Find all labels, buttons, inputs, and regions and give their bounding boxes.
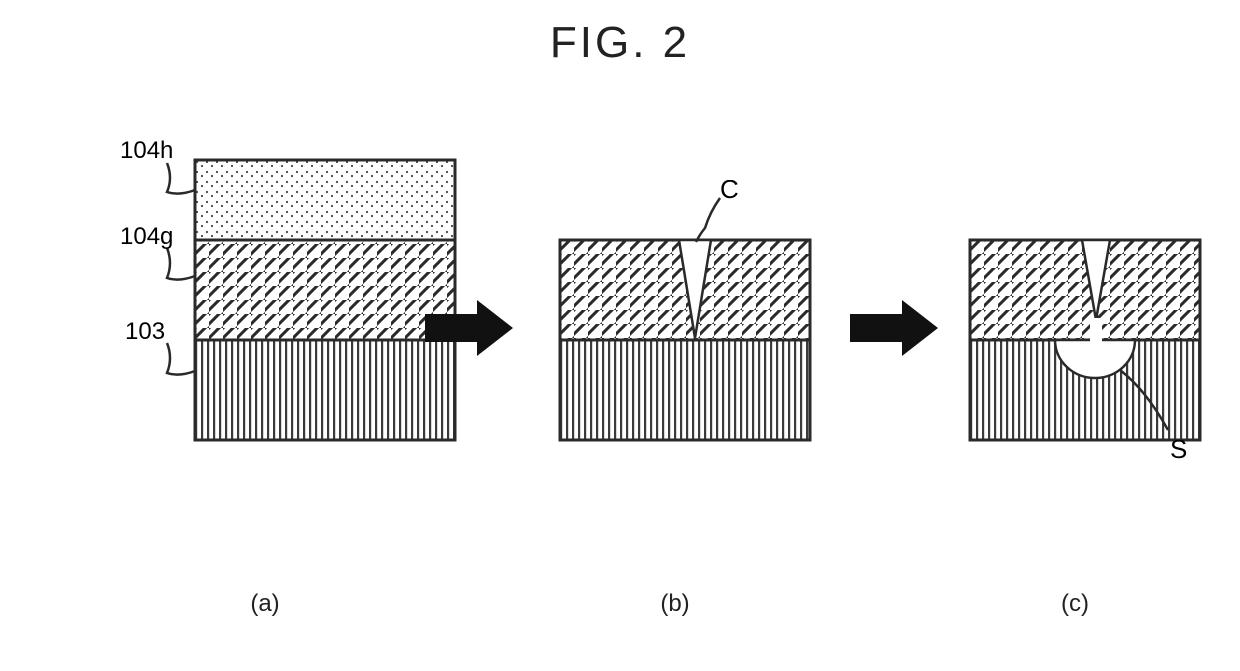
label-104h: 104h <box>120 137 173 164</box>
leader-c: C <box>696 180 739 242</box>
caption-a: (a) <box>245 590 285 618</box>
layer-104g <box>195 240 455 340</box>
layer-104h <box>195 160 455 240</box>
label-s: S <box>1170 434 1187 464</box>
leader-104g: 104g <box>120 223 195 280</box>
panel-b: C <box>550 180 850 500</box>
arrow-1 <box>425 298 515 358</box>
label-c: C <box>720 180 739 204</box>
figure-2: FIG. 2 <box>0 0 1240 671</box>
figure-title: FIG. 2 <box>0 18 1240 68</box>
leader-103: 103 <box>125 318 195 375</box>
arrow-2 <box>850 298 940 358</box>
panel-a: 104h 104g 103 <box>115 120 475 480</box>
caption-b: (b) <box>655 590 695 618</box>
panel-row: 104h 104g 103 <box>60 160 1200 540</box>
label-103: 103 <box>125 318 165 345</box>
layer-103 <box>195 340 455 440</box>
layer-103-b <box>560 340 810 440</box>
leader-104h: 104h <box>120 137 195 194</box>
label-104g: 104g <box>120 223 173 250</box>
panel-c: S <box>965 180 1240 520</box>
caption-c: (c) <box>1055 590 1095 618</box>
